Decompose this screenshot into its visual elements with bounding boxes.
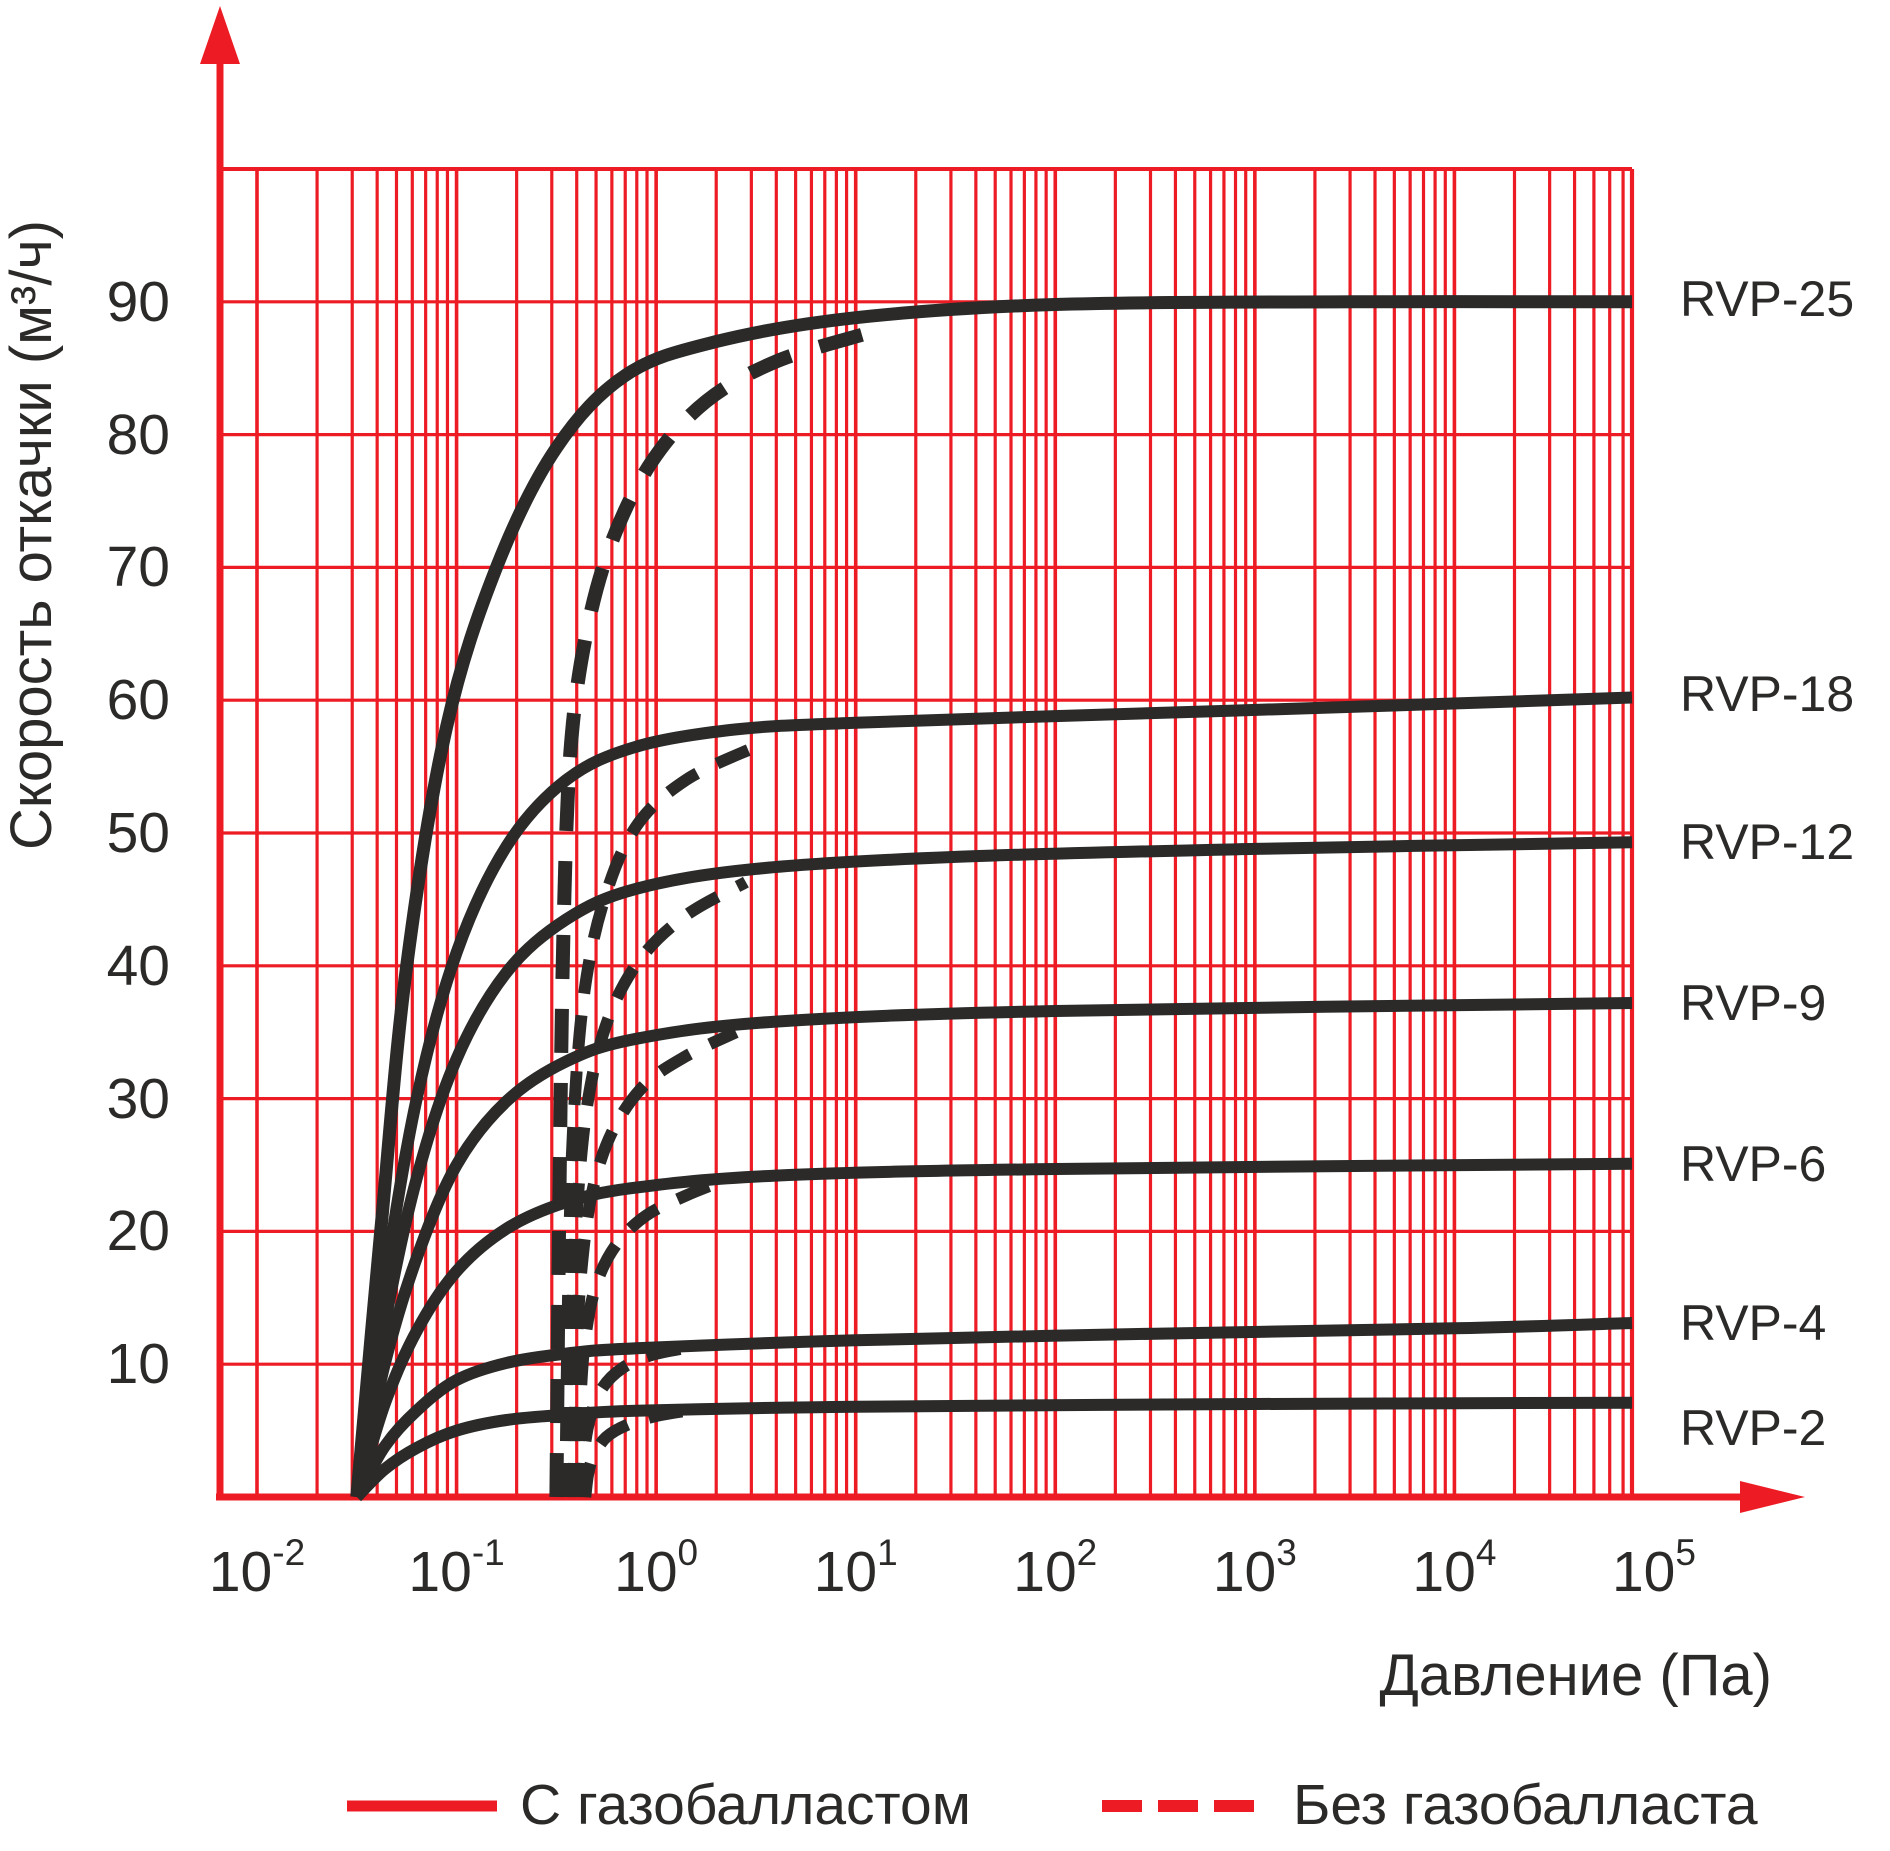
x-tick-label-10e4: 104	[1412, 1532, 1497, 1604]
legend: С газобалластом Без газобалласта	[0, 1765, 1890, 1845]
solid-curve-RVP-6	[351, 1157, 1633, 1499]
dashed-curve-RVP-12	[563, 876, 749, 1498]
legend-label-with-ballast: С газобалластом	[520, 1773, 971, 1837]
x-tick-label-10e-1: 10-1	[408, 1532, 505, 1604]
y-axis-arrow	[200, 6, 240, 64]
y-tick-label-50: 50	[106, 801, 170, 865]
y-tick-label-80: 80	[106, 402, 170, 467]
solid-curve-RVP-12	[350, 836, 1633, 1498]
y-tick-label-20: 20	[106, 1199, 170, 1264]
y-tick-label-40: 40	[106, 933, 170, 998]
x-axis-title: Давление (Па)	[1379, 1643, 1773, 1708]
y-tick-label-10: 10	[106, 1332, 170, 1397]
curve-label-RVP-18: RVP-18	[1680, 665, 1855, 722]
solid-curve-RVP-18	[350, 691, 1633, 1498]
y-tick-label-70: 70	[106, 535, 170, 600]
y-tick-label-30: 30	[106, 1066, 170, 1131]
solid-curve-RVP-25	[350, 295, 1633, 1498]
x-axis-arrow	[1740, 1481, 1805, 1513]
curve-label-RVP-25: RVP-25	[1680, 271, 1855, 328]
curve-label-RVP-4: RVP-4	[1680, 1295, 1827, 1352]
curve-label-RVP-6: RVP-6	[1680, 1135, 1827, 1192]
dashed-curve-RVP-9	[567, 1026, 739, 1498]
dashed-curve-RVP-2	[579, 1403, 698, 1498]
x-tick-label-10e5: 105	[1611, 1532, 1696, 1604]
legend-label-without-ballast: Без газобалласта	[1293, 1773, 1758, 1837]
dashed-curve-RVP-25	[549, 326, 868, 1498]
dashed-curve-RVP-4	[575, 1339, 702, 1498]
curve-label-RVP-2: RVP-2	[1680, 1399, 1827, 1456]
x-tick-label-10e3: 103	[1212, 1532, 1297, 1604]
solid-curve-RVP-9	[350, 997, 1633, 1499]
x-tick-label-10e0: 100	[614, 1532, 699, 1604]
dashed-curve-RVP-18	[559, 741, 759, 1498]
dashed-line-swatch	[1102, 1800, 1264, 1812]
solid-curve-RVP-2	[352, 1396, 1633, 1502]
y-tick-label-90: 90	[106, 269, 170, 334]
x-tick-label-10e-2: 10-2	[208, 1532, 306, 1604]
y-tick-label-60: 60	[106, 668, 170, 733]
dashed-curve-RVP-6	[571, 1174, 729, 1498]
x-tick-label-10e1: 101	[813, 1532, 898, 1604]
curve-label-RVP-9: RVP-9	[1680, 974, 1827, 1031]
solid-line-swatch	[347, 1800, 497, 1812]
x-tick-label-10e2: 102	[1013, 1532, 1098, 1604]
solid-curve-RVP-4	[351, 1317, 1633, 1500]
curve-label-RVP-12: RVP-12	[1680, 814, 1855, 871]
